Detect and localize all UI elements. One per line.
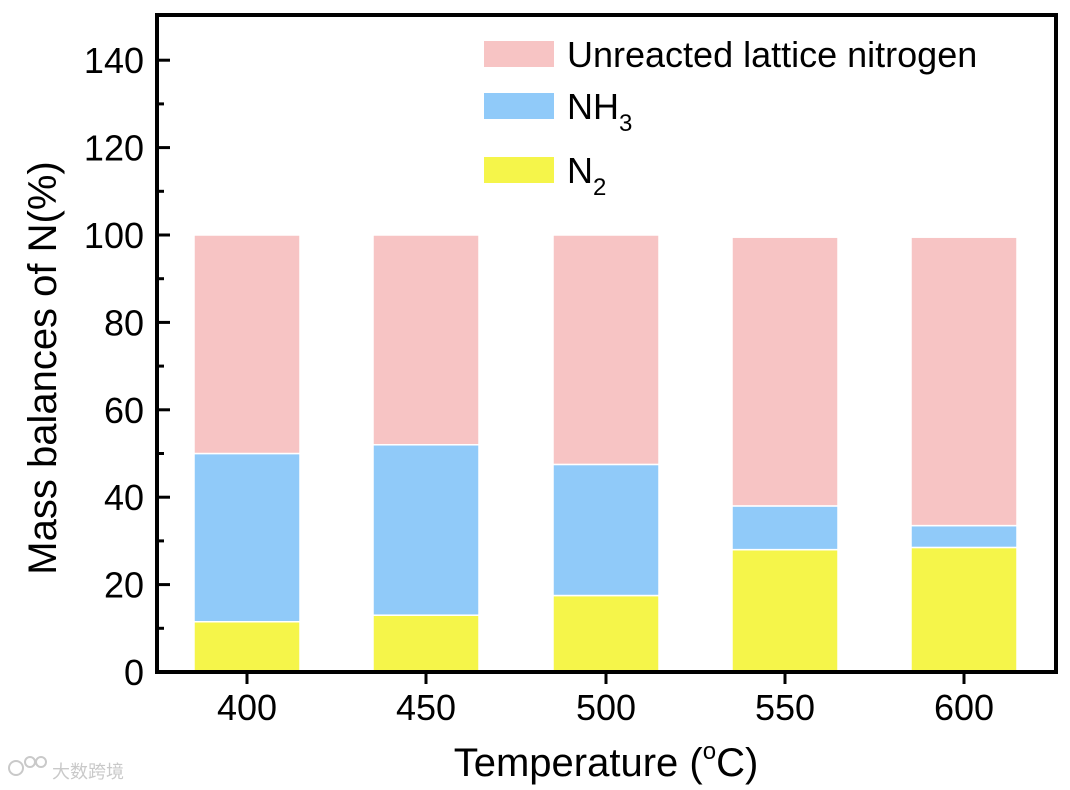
x-axis: 400 450 500 550 600 — [217, 672, 994, 728]
bar-unreacted-lattice-nitrogen-400 — [193, 234, 301, 455]
y-tick-label: 40 — [104, 477, 144, 518]
x-axis-title-main: Temperature ( — [454, 741, 704, 785]
y-tick-label: 20 — [104, 565, 144, 606]
watermark: 大数跨境 — [8, 756, 124, 783]
bar-unreacted-lattice-nitrogen-600 — [910, 236, 1018, 527]
legend-swatch-unreacted-lattice-nitrogen — [484, 41, 554, 67]
bar-n2-400 — [193, 620, 301, 673]
bar-unreacted-lattice-nitrogen-550 — [731, 236, 839, 507]
y-tick-label: 140 — [84, 40, 144, 81]
bar-n2-600 — [910, 546, 1018, 673]
bars-layer — [193, 234, 1018, 673]
legend-label-unreacted-lattice-nitrogen: Unreacted lattice nitrogen — [567, 34, 977, 75]
bar-unreacted-lattice-nitrogen-500 — [552, 234, 660, 466]
x-tick-label: 550 — [755, 687, 815, 728]
legend-swatch-nh3 — [484, 93, 554, 119]
x-tick-label: 500 — [576, 687, 636, 728]
legend-label-nh3: NH3 — [567, 86, 632, 137]
x-axis-title: Temperature (oC) — [454, 738, 759, 785]
x-axis-title-unit: C) — [716, 741, 758, 785]
watermark-text: 大数跨境 — [52, 762, 124, 783]
y-axis-title: Mass balances of N(%) — [21, 161, 65, 574]
x-tick-label: 600 — [934, 687, 994, 728]
y-tick-label: 80 — [104, 302, 144, 343]
bar-nh3-600 — [910, 524, 1018, 549]
y-tick-label: 60 — [104, 390, 144, 431]
bar-nh3-500 — [552, 463, 660, 597]
legend-swatch-n2 — [484, 157, 554, 183]
bar-nh3-550 — [731, 505, 839, 551]
y-tick-label: 0 — [124, 652, 144, 693]
bar-n2-500 — [552, 594, 660, 673]
y-tick-label: 120 — [84, 128, 144, 169]
bar-n2-550 — [731, 548, 839, 673]
y-tick-label: 100 — [84, 215, 144, 256]
legend-label-n2: N2 — [567, 150, 606, 201]
bar-nh3-400 — [193, 452, 301, 623]
y-axis: 0 20 40 60 80 100 120 140 — [84, 40, 170, 693]
legend: Unreacted lattice nitrogen NH3 N2 — [484, 34, 977, 201]
x-axis-title-degree: o — [703, 738, 716, 765]
x-tick-label: 400 — [217, 687, 277, 728]
x-tick-label: 450 — [396, 687, 456, 728]
bar-nh3-450 — [372, 444, 480, 616]
watermark-logo-icon — [8, 756, 47, 776]
bar-n2-450 — [372, 614, 480, 673]
bar-unreacted-lattice-nitrogen-450 — [372, 234, 480, 446]
